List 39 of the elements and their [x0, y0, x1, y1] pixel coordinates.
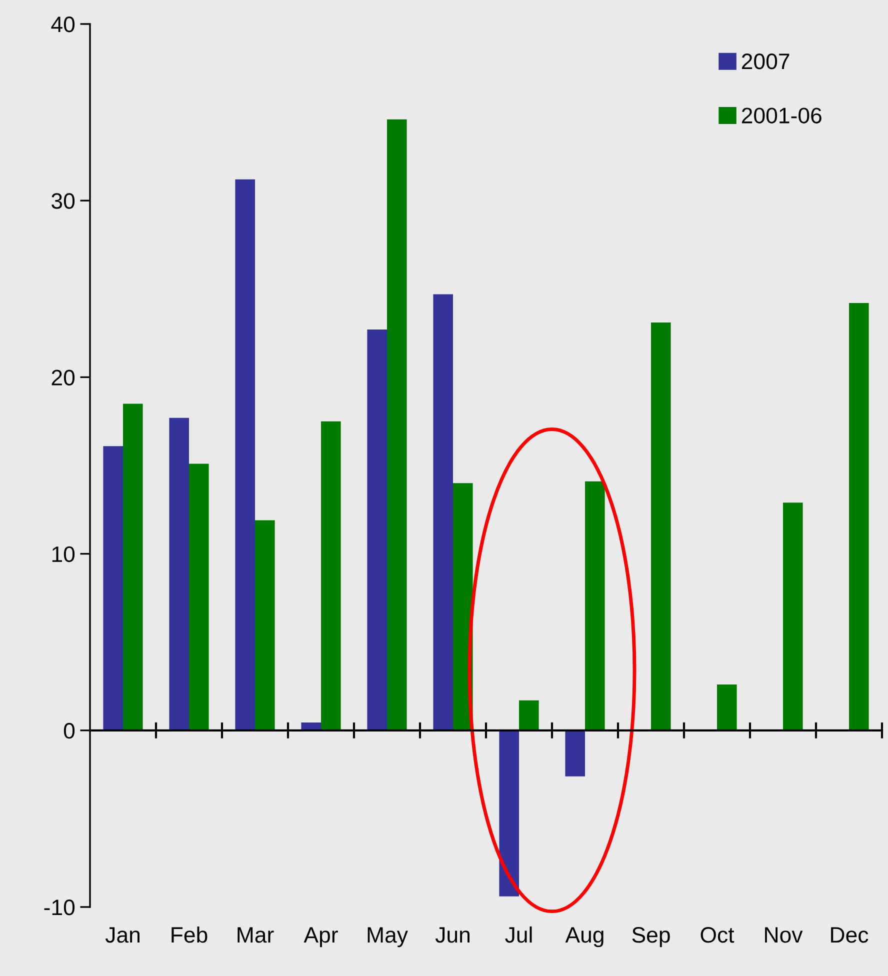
bar [189, 464, 209, 730]
x-tick-label: May [368, 927, 408, 948]
bar [565, 730, 585, 776]
bar [103, 446, 123, 730]
x-tick-label: Feb [172, 926, 208, 943]
y-tick-label: -10 [44, 900, 75, 916]
x-tick-label: Dec [831, 927, 868, 943]
x-tick-label: Nov [765, 927, 803, 943]
y-tick-label: 0 [64, 722, 75, 739]
bar [499, 730, 519, 896]
y-tick-label: 30 [52, 193, 75, 209]
bar [387, 119, 407, 730]
bar [169, 418, 189, 730]
x-tick-label: Aug [565, 927, 604, 948]
bar [433, 294, 453, 730]
bar [651, 322, 671, 730]
x-tick-label: Apr [304, 927, 338, 948]
legend-label: 2007 [742, 54, 790, 70]
x-tick-label: Oct [700, 927, 734, 943]
bar [585, 481, 605, 730]
y-tick-label: 10 [52, 546, 75, 562]
bar [255, 520, 275, 730]
y-tick-label: 20 [52, 370, 75, 386]
legend-label: 2001-06 [742, 108, 822, 124]
bar [123, 404, 143, 730]
bar [367, 330, 387, 730]
bar [235, 179, 255, 730]
bar [453, 483, 473, 730]
x-tick-label: Mar [238, 927, 274, 943]
x-tick-label: Jan [105, 927, 140, 943]
bar [717, 684, 737, 730]
bar [519, 700, 539, 730]
x-tick-label: Jul [505, 926, 532, 943]
bar [849, 303, 869, 730]
y-tick-label: 40 [51, 16, 75, 32]
x-tick-label: Jun [435, 927, 470, 943]
bar [321, 421, 341, 730]
x-tick-label: Sep [632, 927, 670, 948]
bar [783, 502, 803, 730]
